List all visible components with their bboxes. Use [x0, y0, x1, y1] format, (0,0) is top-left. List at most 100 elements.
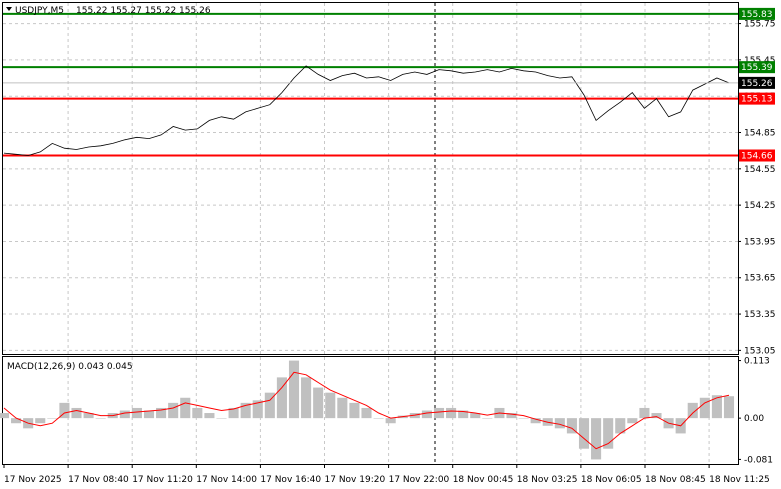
- x-tick-label: 18 Nov 03:25: [517, 475, 578, 485]
- x-tick-label: 17 Nov 19:20: [325, 475, 386, 485]
- resistance-tag-label: 155.39: [741, 63, 773, 73]
- current-price-tag: [739, 76, 775, 89]
- ohlc-label: 155.22 155.27 155.22 155.26: [76, 6, 211, 16]
- macd-histogram-bar: [349, 402, 360, 419]
- macd-histogram-bar: [506, 413, 517, 419]
- macd-histogram-bar: [373, 418, 384, 419]
- macd-histogram-bar: [252, 400, 263, 419]
- macd-histogram-bar: [204, 413, 215, 419]
- macd-histogram-bar: [301, 377, 312, 419]
- x-tick-label: 17 Nov 11:20: [132, 475, 193, 485]
- y-tick-label: 153.05: [744, 346, 776, 356]
- macd-histogram-bar: [554, 418, 565, 429]
- y-tick-label: 153.35: [744, 310, 776, 320]
- macd-histogram-bar: [192, 407, 203, 419]
- macd-histogram-bar: [603, 418, 614, 449]
- resistance-tag-label: 155.83: [741, 10, 773, 20]
- macd-histogram-bar: [385, 418, 396, 424]
- macd-histogram-bar: [446, 407, 457, 419]
- macd-histogram-bar: [264, 392, 275, 419]
- support-tag: [739, 92, 775, 105]
- macd-tick-label: 0.113: [744, 357, 770, 367]
- macd-histogram-bar: [71, 407, 82, 419]
- price-pane[interactable]: [2, 2, 739, 355]
- macd-histogram-bar: [276, 377, 287, 419]
- macd-histogram-bar: [119, 410, 130, 419]
- macd-histogram-bar: [687, 402, 698, 419]
- resistance-tag: [739, 7, 775, 20]
- macd-tick-label: 0.00: [744, 414, 764, 424]
- grid-lines: [3, 3, 738, 464]
- current-price-label: 155.26: [741, 79, 773, 89]
- macd-histogram-bar: [578, 418, 590, 449]
- x-tick-label: 17 Nov 16:40: [260, 475, 321, 485]
- macd-histogram-bar: [228, 407, 239, 419]
- macd-axis[interactable]: 0.113 0.00 -0.081: [738, 357, 773, 466]
- macd-histogram-bar: [95, 418, 106, 419]
- macd-histogram-bar: [361, 407, 372, 419]
- x-tick-label: 17 Nov 22:00: [389, 475, 450, 485]
- x-tick-label: 18 Nov 08:45: [645, 475, 706, 485]
- macd-tick-label: -0.081: [744, 455, 773, 465]
- macd-histogram-bar: [482, 418, 493, 419]
- macd-histogram-bar: [35, 418, 46, 424]
- macd-label: MACD(12,26,9) 0.043 0.045: [7, 362, 133, 372]
- x-tick-label: 18 Nov 00:45: [453, 475, 514, 485]
- level-lines: [3, 12, 738, 157]
- macd-histogram-bar: [518, 418, 529, 419]
- macd-histogram-bar: [11, 418, 22, 424]
- macd-histogram-bar: [433, 407, 445, 419]
- macd-histogram-bar: [313, 387, 324, 419]
- macd-histogram-bar: [83, 413, 94, 419]
- macd-histogram-bar: [180, 397, 191, 419]
- macd-histogram-bar: [47, 418, 58, 419]
- x-tick-label: 18 Nov 11:25: [709, 475, 770, 485]
- macd-histogram-bar: [168, 402, 179, 419]
- macd-histogram-bar: [699, 397, 710, 419]
- macd-histogram-bar: [143, 410, 155, 419]
- macd-histogram-bar: [470, 413, 481, 419]
- time-axis[interactable]: 17 Nov 2025 17 Nov 08:40 17 Nov 11:20 17 No…: [3, 465, 770, 485]
- macd-histogram-bar: [711, 395, 722, 419]
- macd-histogram-bar: [615, 418, 626, 434]
- macd-histogram-bar: [639, 407, 650, 419]
- macd-histogram-bar: [566, 418, 577, 434]
- price-line: [3, 65, 730, 156]
- price-series: [3, 65, 738, 156]
- macd-signal-line: [3, 371, 730, 450]
- support-tag: [739, 149, 775, 162]
- support-tag-label: 154.66: [741, 152, 773, 162]
- macd-histogram-bar: [156, 407, 167, 419]
- macd-histogram-bar: [0, 413, 10, 419]
- macd-histogram-bar: [723, 396, 735, 419]
- y-tick-label: 155.75: [744, 20, 776, 30]
- y-tick-label: 153.95: [744, 237, 776, 247]
- macd-histogram-bar: [288, 360, 300, 419]
- y-tick-label: 155.45: [744, 56, 776, 66]
- macd-histogram-bar: [59, 402, 70, 419]
- x-tick-label: 17 Nov 08:40: [68, 475, 129, 485]
- macd-histogram-bar: [627, 418, 638, 424]
- x-tick-label: 18 Nov 06:05: [581, 475, 642, 485]
- macd-histogram-bar: [240, 402, 251, 419]
- triangle-down-icon[interactable]: [6, 7, 12, 11]
- resistance-tag: [739, 61, 775, 74]
- y-tick-label: 154.55: [744, 165, 776, 175]
- symbol-label: USDJPY,M5: [15, 6, 64, 16]
- x-tick-label: 17 Nov 2025: [4, 475, 62, 485]
- x-tick-label: 17 Nov 14:00: [196, 475, 257, 485]
- macd-histogram-bar: [421, 410, 432, 419]
- support-tag-label: 155.13: [741, 95, 773, 105]
- y-tick-label: 154.25: [744, 201, 776, 211]
- macd-histogram-bar: [325, 392, 336, 419]
- macd-series: [0, 360, 735, 460]
- macd-histogram-bar: [337, 397, 348, 419]
- macd-histogram-bar: [216, 418, 227, 419]
- macd-histogram-bar: [131, 407, 142, 419]
- y-tick-label: 154.85: [744, 129, 776, 139]
- y-tick-label: 153.65: [744, 274, 776, 284]
- macd-histogram-bar: [530, 418, 541, 424]
- macd-histogram-bar: [458, 410, 469, 419]
- price-axis[interactable]: 155.75155.45155.15154.85154.55154.25153.…: [738, 7, 776, 356]
